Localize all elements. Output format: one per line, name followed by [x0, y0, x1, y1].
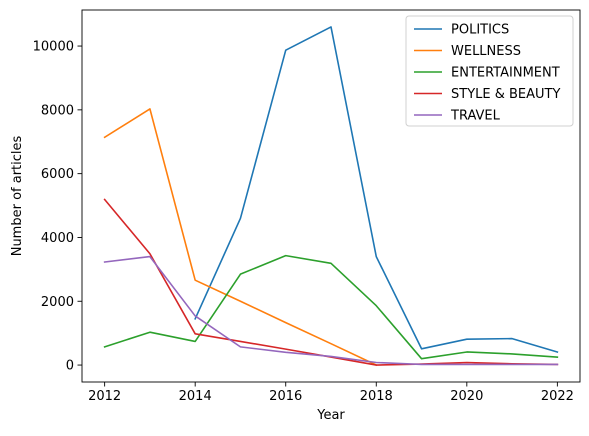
x-tick-label: 2012	[88, 389, 121, 404]
y-tick-label: 2000	[41, 295, 74, 310]
legend-box	[405, 15, 574, 127]
labels-layer: 2012 2014 2016 2018 2020 2022 0 2000 4000 6000 800…	[10, 40, 574, 423]
legend-label-0: POLITICS	[451, 23, 509, 38]
y-tick-label: 10000	[33, 40, 74, 55]
x-axis-label: Year	[316, 408, 345, 423]
legend-label-2: ENTERTAINMENT	[451, 66, 560, 81]
series-layer	[103, 26, 559, 367]
series-line-1	[103, 108, 378, 367]
legend: POLITICS WELLNESS ENTERTAINMENT STYLE & BEA…	[405, 15, 574, 127]
legend-label-1: WELLNESS	[451, 44, 521, 59]
axes-layer	[77, 9, 581, 387]
y-tick-label: 8000	[41, 103, 74, 118]
legend-label-3: STYLE & BEAUTY	[451, 87, 560, 102]
y-tick-label: 6000	[41, 167, 74, 182]
x-tick-label: 2014	[179, 389, 212, 404]
series-line-4	[103, 255, 559, 366]
legend-label-4: TRAVEL	[450, 109, 501, 124]
x-tick-label: 2016	[269, 389, 302, 404]
x-tick-label: 2020	[450, 389, 483, 404]
x-tick-label: 2022	[541, 389, 574, 404]
x-tick-label: 2018	[360, 389, 393, 404]
series-line-2	[103, 254, 559, 360]
y-axis-label: Number of articles	[10, 135, 25, 256]
series-line-0	[194, 26, 559, 353]
y-tick-label: 0	[66, 359, 74, 374]
y-tick-label: 4000	[41, 231, 74, 246]
axes-frame	[81, 9, 581, 383]
